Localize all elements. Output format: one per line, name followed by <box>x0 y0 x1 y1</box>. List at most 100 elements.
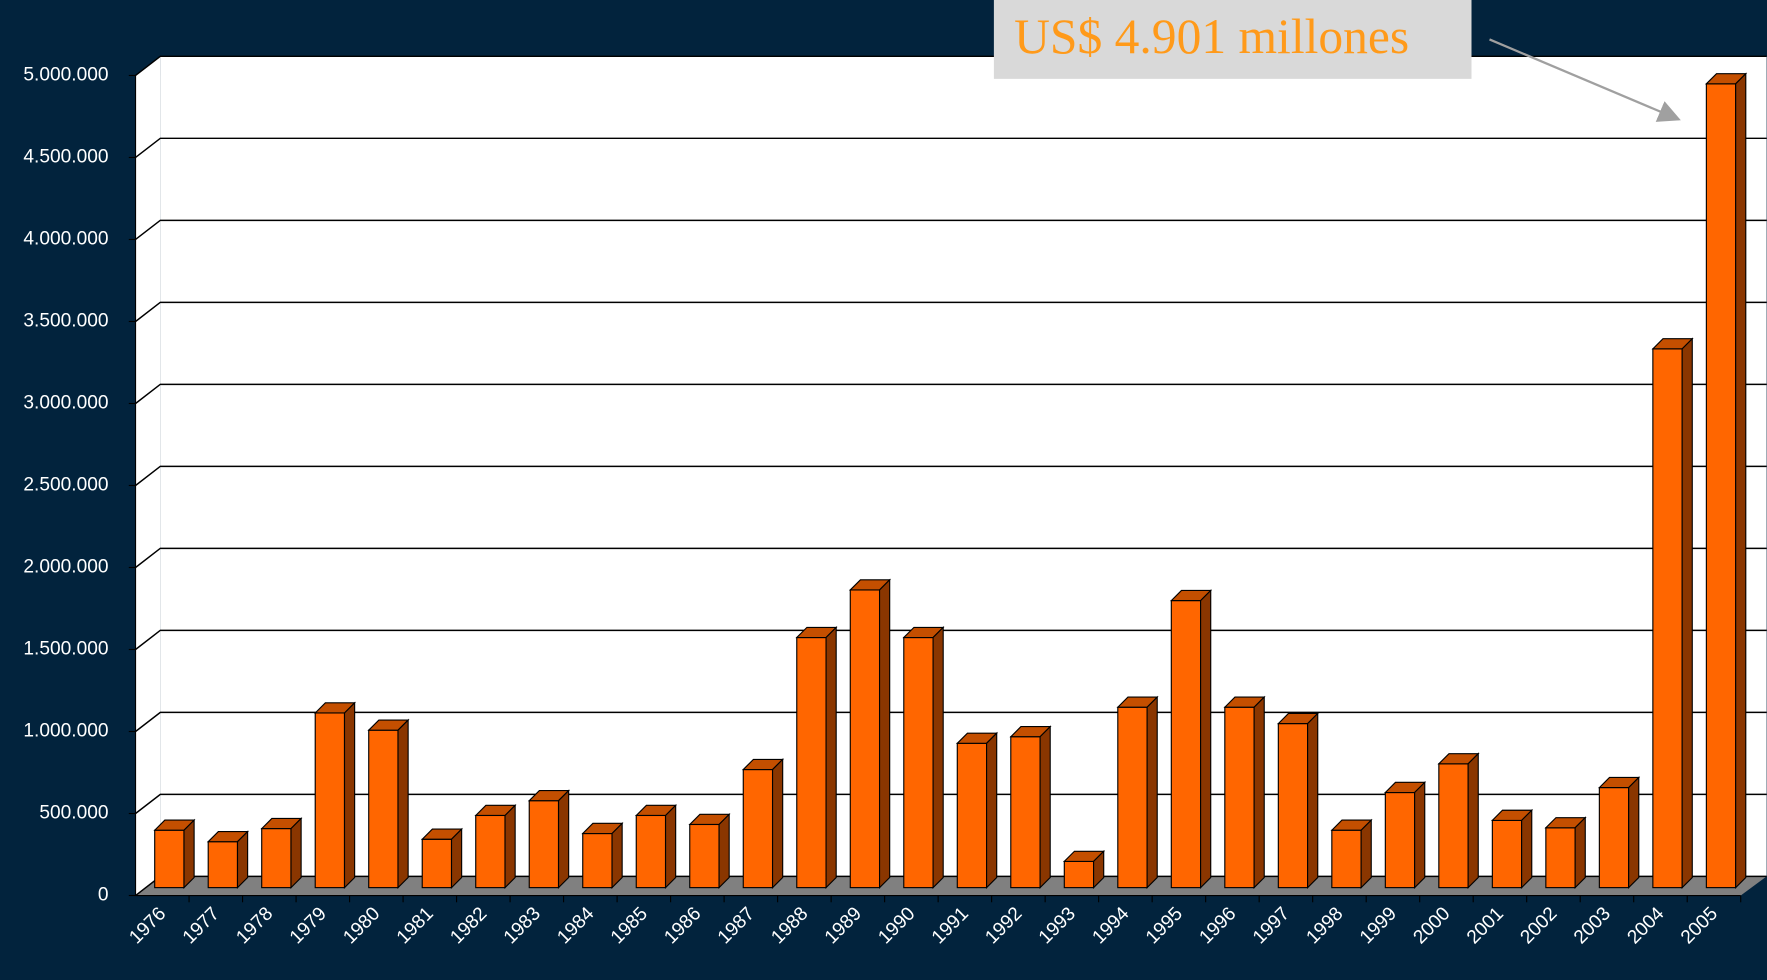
bar-side <box>825 626 837 889</box>
bar-side <box>1360 818 1372 889</box>
bar <box>796 636 827 889</box>
bar-side <box>718 812 730 889</box>
bar <box>368 729 399 889</box>
grid-line <box>135 137 1767 159</box>
bar-side <box>1574 816 1586 889</box>
bar <box>1010 736 1041 889</box>
annotation: US$ 4.901 millones <box>1014 9 1409 64</box>
x-tick-label: 1980 <box>339 903 384 948</box>
bar-side <box>986 731 998 889</box>
bar-side <box>932 626 944 889</box>
bar <box>207 841 239 889</box>
x-tick-label: 1997 <box>1249 903 1294 948</box>
bar-side <box>1039 725 1051 889</box>
grid-line <box>135 301 1767 323</box>
y-tick-label: 500.000 <box>39 803 108 824</box>
x-tick-label: 1982 <box>446 903 491 948</box>
x-tick-label: 1987 <box>714 903 759 948</box>
grid-line <box>135 465 1767 487</box>
x-tick-label: 1983 <box>500 903 545 948</box>
y-tick-label: 2.000.000 <box>23 557 108 578</box>
bar <box>1384 791 1416 889</box>
y-tick-label: 2.500.000 <box>23 475 108 496</box>
x-tick-label: 1978 <box>232 903 277 948</box>
bar <box>1491 819 1523 889</box>
x-tick-label: 1999 <box>1356 903 1401 948</box>
bar <box>582 832 613 889</box>
bar <box>689 823 720 889</box>
bar <box>1545 827 1576 889</box>
bar <box>421 838 453 889</box>
bar <box>1438 763 1469 889</box>
bar-side <box>236 830 249 889</box>
bar-side <box>183 818 195 889</box>
x-tick-label: 1988 <box>767 903 812 948</box>
bar <box>1224 706 1255 889</box>
bar-side <box>1307 712 1319 889</box>
bar-side <box>1521 808 1533 889</box>
bars <box>153 72 1748 889</box>
x-tick-label: 2005 <box>1677 903 1722 948</box>
bar <box>1331 829 1362 889</box>
annotation-arrow <box>1489 38 1681 122</box>
y-tick-label: 4.000.000 <box>23 229 108 250</box>
y-tick-label: 5.000.000 <box>23 65 108 86</box>
x-tick-label: 1977 <box>179 903 224 948</box>
bar <box>1705 83 1737 889</box>
y-tick-label: 1.500.000 <box>23 639 108 660</box>
bar <box>261 828 292 889</box>
bar <box>475 814 506 889</box>
bar-side <box>1735 72 1747 889</box>
bar <box>903 636 934 889</box>
grid <box>128 55 1767 903</box>
bar <box>1277 723 1309 889</box>
x-tick-label: 1995 <box>1142 903 1187 948</box>
bar <box>1117 706 1148 889</box>
bar-side <box>557 789 570 889</box>
x-tick-label: 1992 <box>981 903 1026 948</box>
grid-line <box>135 629 1767 651</box>
bar <box>742 768 774 889</box>
bar <box>849 589 881 889</box>
grid-line <box>135 383 1767 405</box>
bar-side <box>1146 695 1158 889</box>
x-tick-label: 2001 <box>1463 903 1508 948</box>
bar-side <box>1467 752 1479 889</box>
bar-side <box>397 718 409 889</box>
x-tick-label: 2004 <box>1624 903 1669 948</box>
x-tick-label: 1998 <box>1303 903 1348 948</box>
y-tick-label: 3.500.000 <box>23 311 108 332</box>
x-tick-label: 1986 <box>660 903 705 948</box>
x-tick-label: 1981 <box>393 903 438 948</box>
x-tick-label: 1979 <box>286 903 331 948</box>
x-tick-label: 2002 <box>1517 903 1562 948</box>
x-tick-label: 1985 <box>607 903 652 948</box>
x-tick-label: 1990 <box>874 903 919 948</box>
bar <box>635 814 667 889</box>
bar-side <box>1093 849 1105 889</box>
bar-side <box>664 803 677 889</box>
x-tick-label: 1996 <box>1196 903 1241 948</box>
grid-line <box>135 219 1767 241</box>
x-tick-label: 1984 <box>553 903 598 948</box>
x-tick-label: 2003 <box>1570 903 1615 948</box>
bar <box>1170 600 1202 889</box>
bar-side <box>878 578 891 889</box>
x-tick-label: 1993 <box>1035 903 1080 948</box>
grid-line <box>135 547 1767 569</box>
bar <box>528 800 560 889</box>
bar-side <box>1414 781 1426 889</box>
bar-side <box>1681 337 1693 889</box>
y-tick-label: 0 <box>98 885 109 906</box>
bar <box>1063 860 1095 889</box>
bar <box>1598 787 1630 889</box>
bar-side <box>611 822 623 889</box>
x-tick-label: 2000 <box>1410 903 1455 948</box>
x-tick-label: 1994 <box>1089 903 1134 948</box>
bar-side <box>504 803 516 889</box>
bar-side <box>1253 695 1265 889</box>
bar-side <box>771 758 784 889</box>
y-tick-label: 3.000.000 <box>23 393 108 414</box>
bar-side <box>343 701 356 889</box>
